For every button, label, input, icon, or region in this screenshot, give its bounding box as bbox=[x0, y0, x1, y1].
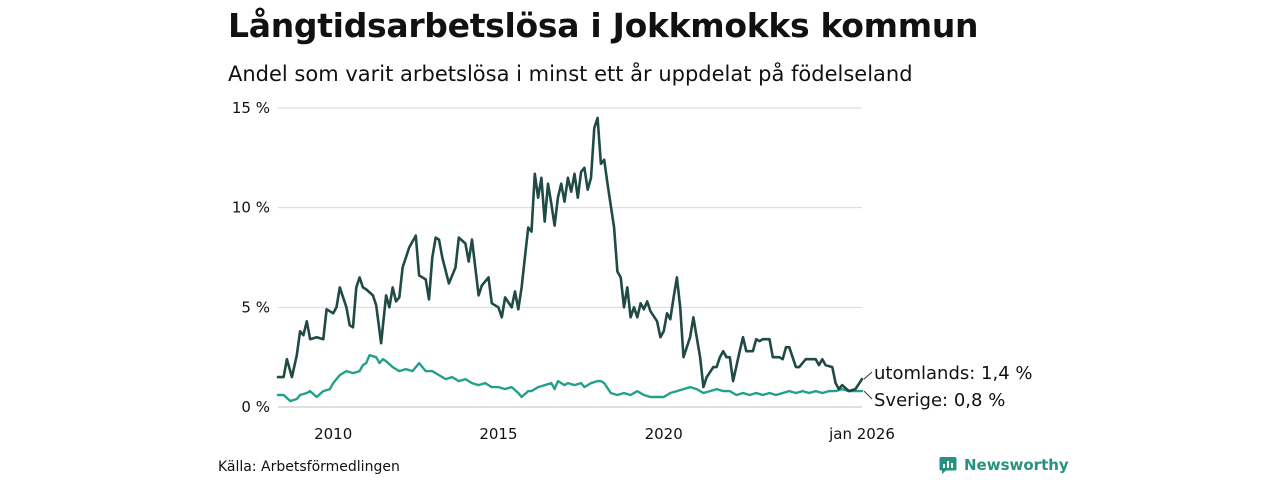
chart-subtitle: Andel som varit arbetslösa i minst ett å… bbox=[228, 62, 913, 86]
x-tick-label: jan 2026 bbox=[828, 425, 895, 443]
y-tick-label: 5 % bbox=[241, 298, 270, 316]
y-axis-ticks: 0 % 5 % 10 % 15 % bbox=[232, 99, 270, 416]
series-line-utomlands bbox=[276, 116, 864, 393]
grid-lines bbox=[278, 107, 862, 408]
y-tick-label: 0 % bbox=[241, 398, 270, 416]
source-note: Källa: Arbetsförmedlingen bbox=[218, 459, 400, 475]
y-tick-label: 10 % bbox=[232, 199, 270, 217]
end-label-leader bbox=[863, 371, 873, 380]
series-end-labels: utomlands: 1,4 % Sverige: 0,8 % bbox=[863, 363, 1033, 411]
brand-name: Newsworthy bbox=[964, 456, 1069, 474]
series-lines bbox=[276, 116, 864, 403]
series-line-sverige bbox=[276, 354, 864, 403]
end-label-sverige: Sverige: 0,8 % bbox=[874, 390, 1005, 411]
end-label-leader bbox=[863, 390, 873, 400]
x-tick-label: 2010 bbox=[314, 425, 352, 443]
x-tick-label: 2020 bbox=[645, 425, 683, 443]
x-tick-label: 2015 bbox=[479, 425, 517, 443]
end-label-utomlands: utomlands: 1,4 % bbox=[874, 363, 1033, 384]
newsworthy-logo-icon bbox=[939, 457, 957, 474]
x-axis-ticks: 2010 2015 2020 jan 2026 bbox=[314, 425, 895, 443]
chart-title: Långtidsarbetslösa i Jokkmokks kommun bbox=[228, 6, 979, 45]
y-tick-label: 15 % bbox=[232, 99, 270, 117]
brand-logo: Newsworthy bbox=[938, 455, 1069, 475]
